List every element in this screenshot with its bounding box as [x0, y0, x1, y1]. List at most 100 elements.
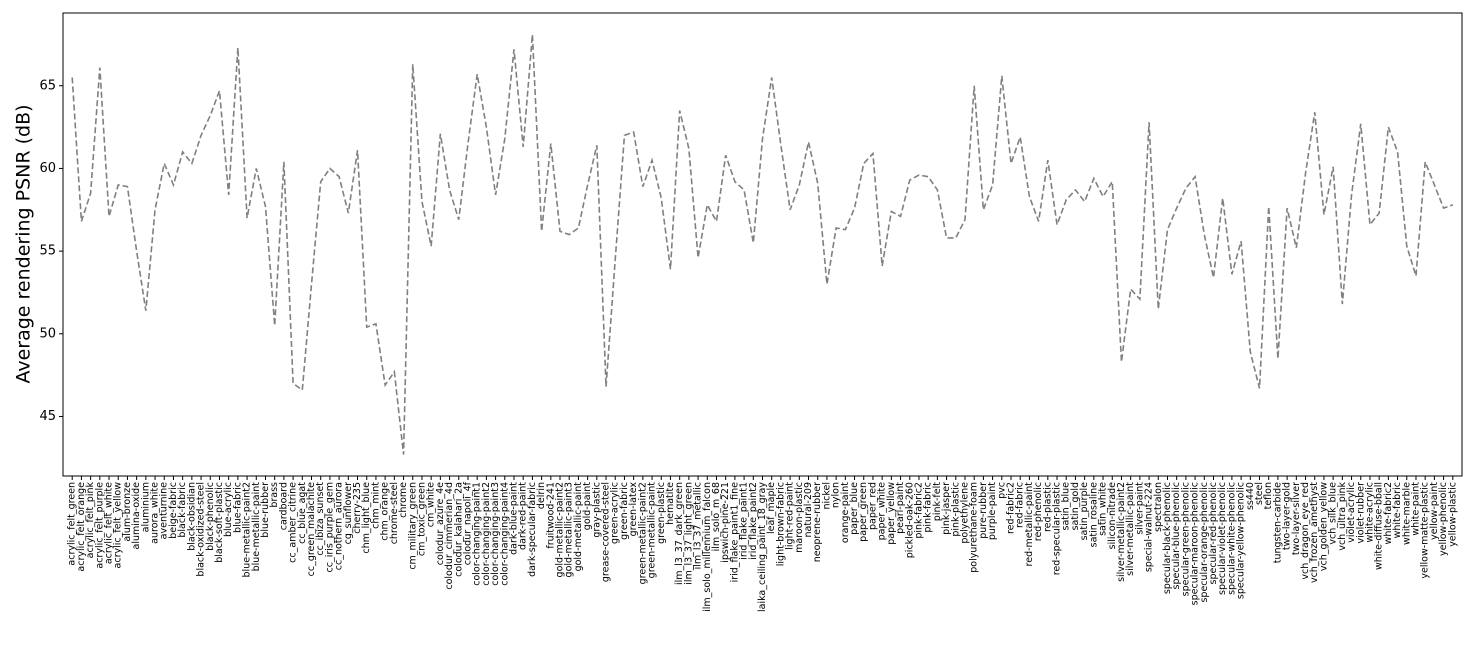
x-tick-label: red-phenolic [1033, 482, 1044, 541]
x-tick-label: special-walnut-224 [1144, 482, 1155, 572]
x-tick-label: brass [269, 482, 280, 508]
x-tick-label: pearl-paint [895, 482, 906, 534]
x-tick-label: specular-white-phenolic [1226, 482, 1237, 595]
x-tick-label: fruitwood-241 [545, 482, 556, 549]
x-tick-label: pink-fabric [923, 482, 934, 533]
x-tick-label: ilm_l3_37_metallic [693, 482, 704, 569]
x-tick-label: acrylic_felt_white [104, 482, 115, 564]
x-tick-label: acrylic_felt_purple [94, 482, 105, 569]
x-tick-label: steel [1254, 482, 1265, 505]
x-tick-label: cc_green_malachite [306, 482, 317, 577]
x-tick-label: spectralon [1153, 482, 1164, 532]
x-tick-label: chm_mint [370, 482, 381, 529]
x-tick-label: dark-specular-fabric [527, 482, 538, 577]
x-tick-label: delrin [536, 482, 547, 509]
x-tick-label: irid_flake_paint2 [748, 482, 759, 560]
x-tick-label: pink-felt [932, 482, 943, 521]
x-tick-label: gold-metallic-paint3 [564, 482, 575, 577]
x-tick-label: two-layer-gold [1282, 482, 1293, 550]
x-tick-label: purple-paint [987, 482, 998, 540]
x-tick-label: colodur_cimmerian_4d [444, 482, 455, 590]
x-tick-label: tungsten-carbide [1272, 482, 1283, 563]
x-tick-label: polyethylene [959, 482, 970, 544]
x-tick-label: cm_toxic_green [416, 482, 427, 556]
x-tick-label: chm_light_blue [361, 482, 372, 554]
x-tick-label: green-metallic-paint2 [637, 482, 648, 584]
x-tick-label: cherry-235 [352, 482, 363, 534]
x-tick-label: vch_silk_blue [1328, 482, 1339, 545]
x-tick-label: blue-metallic-paint2 [242, 482, 253, 577]
x-tick-label: specular-violet-phenolic [1217, 482, 1228, 595]
x-tick-label: white-fabric [1392, 482, 1403, 538]
x-tick-label: ipswich-pine-221 [720, 482, 731, 563]
x-tick-label: dark-blue-paint [508, 482, 519, 555]
x-tick-label: vch_dragon_eye_red [1300, 482, 1311, 580]
x-tick-label: chrome [398, 482, 409, 518]
x-tick-label: cc_nothern_aurora [334, 482, 345, 570]
x-tick-label: acrylic_felt_pink [85, 482, 96, 559]
x-tick-label: color-changing-paint1 [472, 482, 483, 586]
x-tick-label: dark-red-paint [518, 482, 529, 550]
x-tick-label: aventurnine [159, 482, 170, 539]
x-tick-label: green-latex [628, 482, 639, 537]
x-tick-label: specular-green-phenolic [1180, 482, 1191, 596]
x-tick-label: black-oxidized-steel [196, 482, 207, 577]
x-tick-label: two-layer-silver [1291, 482, 1302, 555]
x-tick-label: white-fabric2 [1383, 482, 1394, 544]
x-tick-label: nickel [821, 482, 832, 510]
x-tick-label: alum-bronze [122, 482, 133, 542]
x-tick-label: cc_blue_agat [297, 482, 308, 544]
x-tick-label: vch_frozen_amethyst [1309, 482, 1320, 583]
x-tick-label: pink-fabric2 [913, 482, 924, 539]
y-tick-label: 65 [39, 78, 56, 93]
x-tick-label: green-plastic [656, 482, 667, 544]
x-tick-label: acrylic_felt_yellow [113, 482, 124, 569]
x-tick-label: satin_purple [1079, 482, 1090, 541]
x-tick-label: light-red-paint [785, 482, 796, 550]
x-tick-label: aurora_white [150, 482, 161, 544]
x-tick-label: specular-maroon-phenolic [1190, 482, 1201, 605]
x-tick-label: nylon [831, 482, 842, 508]
x-tick-label: yellow-phenolic [1438, 482, 1449, 556]
x-tick-label: green-fabric [619, 482, 630, 540]
x-tick-label: yellow-matte-plastic [1420, 482, 1431, 579]
y-tick-label: 55 [39, 244, 56, 259]
x-tick-label: blue-rubber [260, 482, 271, 538]
x-tick-label: pickled-oak-260 [904, 482, 915, 558]
x-tick-label: gold-metallic-paint2 [555, 482, 566, 577]
x-tick-label: satin_gold [1070, 482, 1081, 530]
x-tick-label: polyurethane-foam [969, 482, 980, 573]
x-tick-label: color-changing-paint3 [490, 482, 501, 586]
x-tick-label: hematite [665, 482, 676, 525]
x-tick-label: black-obsidian [186, 482, 197, 551]
x-tick-label: ilm_l3_37_light_green [683, 482, 694, 585]
x-tick-label: specular-orange-phenolic [1199, 482, 1210, 603]
x-tick-label: white-acrylic [1364, 482, 1375, 543]
x-tick-label: black-phenolic [205, 482, 216, 551]
x-tick-label: red-metallic-paint [1024, 482, 1035, 567]
data-line [71, 34, 1454, 455]
x-tick-label: ss440 [1245, 482, 1256, 510]
y-axis-label: Average rendering PSNR (dB) [13, 104, 35, 383]
x-tick-label: cc_amber_citrine [288, 482, 299, 563]
x-tick-label: irid_flake_paint1_fine [729, 482, 740, 583]
x-tick-label: irid_flake_paint1 [739, 482, 750, 560]
x-tick-label: leaf_maple [766, 482, 777, 534]
x-tick-label: white-paint [1410, 482, 1421, 536]
x-tick-label: acrylic_felt_green [67, 482, 78, 566]
y-tick-label: 50 [39, 326, 56, 341]
x-tick-label: black-soft-plastic [214, 482, 225, 563]
x-tick-label: violet-acrylic [1346, 482, 1357, 543]
x-tick-label: specular-black-phenolic [1162, 482, 1173, 594]
x-tick-label: acrylic_felt_orange [76, 482, 87, 572]
x-tick-label: silicon-nitrade [1107, 482, 1118, 549]
x-tick-label: gray-plastic [591, 482, 602, 538]
x-tick-label: paper_green [858, 482, 869, 542]
x-tick-label: paper_red [867, 482, 878, 530]
x-tick-label: chrome-steel [389, 482, 400, 544]
x-tick-label: pvc [996, 482, 1007, 499]
x-tick-label: satin_white [1098, 482, 1109, 536]
x-tick-label: cardboard [278, 482, 289, 530]
